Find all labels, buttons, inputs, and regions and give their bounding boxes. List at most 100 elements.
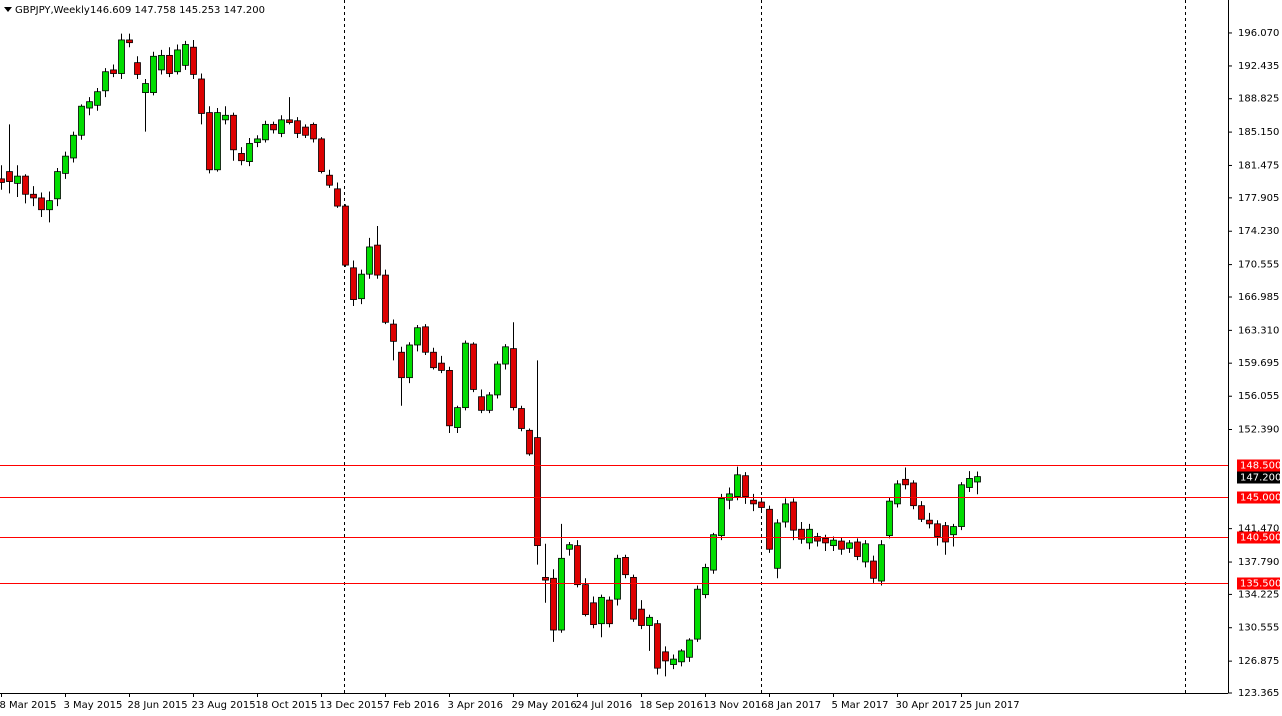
candle-body (742, 475, 749, 497)
candle-body (638, 608, 645, 626)
x-tick-label: 23 Aug 2015 (192, 700, 256, 711)
candle-body (430, 351, 437, 369)
y-tick-label: 159.695 (1238, 358, 1279, 369)
candle-body (294, 120, 301, 134)
x-tick-label: 30 Apr 2017 (896, 700, 958, 711)
y-tick-label: 134.225 (1238, 589, 1279, 600)
y-tick-label: 192.435 (1238, 61, 1279, 72)
candle-body (278, 119, 285, 134)
x-tick-label: 24 Jul 2016 (576, 700, 633, 711)
candle-body (366, 246, 373, 275)
candle-body (862, 543, 869, 563)
candle-body (22, 175, 29, 195)
y-tick-label: 166.985 (1238, 292, 1279, 303)
level-label-box (1237, 577, 1280, 590)
x-tick-label: 18 Oct 2015 (256, 700, 318, 711)
candle-body (550, 577, 557, 631)
y-tick-label: 137.790 (1238, 557, 1279, 568)
candle-body (622, 557, 629, 576)
level-label-box (1237, 459, 1280, 472)
candle-body (134, 62, 141, 75)
candle-body (670, 658, 677, 665)
candle-body (198, 78, 205, 114)
candle-body (582, 584, 589, 616)
candle-body (270, 123, 277, 131)
candle-body (238, 153, 245, 162)
level-label: 135.500 (1240, 579, 1281, 590)
candle-body (598, 596, 605, 625)
candle-body (750, 499, 757, 505)
candle-body (110, 69, 117, 74)
candle-body (246, 143, 253, 162)
candle-body (678, 650, 685, 663)
candle-body (958, 484, 965, 527)
candle-body (814, 536, 821, 542)
candle-body (766, 508, 773, 550)
candle-body (310, 123, 317, 140)
candle-body (342, 205, 349, 266)
candle-body (182, 44, 189, 66)
candle-body (630, 576, 637, 620)
candle-body (142, 83, 149, 93)
x-tick-label: 28 Jun 2015 (128, 700, 188, 711)
y-tick-label: 130.555 (1238, 623, 1279, 634)
x-tick-label: 13 Nov 2016 (704, 700, 768, 711)
y-tick-label: 170.555 (1238, 260, 1279, 271)
candle-body (0, 178, 5, 183)
candle-body (878, 544, 885, 582)
bid-label-box (1237, 471, 1280, 484)
candle-body (158, 54, 165, 71)
candle-body (54, 171, 61, 200)
candle-body (6, 171, 13, 182)
candle-body (262, 123, 269, 141)
candle-body (950, 526, 957, 536)
candle-body (86, 101, 93, 109)
y-tick-label: 177.905 (1238, 193, 1279, 204)
x-tick-label: 18 Sep 2016 (640, 700, 703, 711)
y-tick-label: 185.150 (1238, 127, 1279, 138)
candle-body (286, 119, 293, 123)
candle-body (790, 501, 797, 531)
candle-body (534, 437, 541, 547)
candle-body (46, 200, 53, 211)
candle-body (94, 91, 101, 106)
symbol-title: GBPJPY,Weekly (15, 5, 90, 16)
candle-body (822, 537, 829, 544)
candle-body (686, 639, 693, 658)
candle-body (406, 344, 413, 379)
candle-body (70, 134, 77, 159)
candle-body (718, 498, 725, 537)
candle-body (918, 505, 925, 520)
candle-body (510, 348, 517, 409)
candle-body (478, 396, 485, 411)
candle-body (350, 267, 357, 300)
candle-body (414, 327, 421, 346)
candle-body (486, 394, 493, 411)
ohlc-header: 146.609 147.758 145.253 147.200 (90, 5, 265, 16)
candle-body (710, 534, 717, 571)
y-tick-label: 152.390 (1238, 424, 1279, 435)
candle-body (174, 49, 181, 73)
candle-body (222, 114, 229, 121)
candle-body (894, 483, 901, 505)
x-tick-label: 7 Feb 2016 (384, 700, 440, 711)
candle-body (326, 174, 333, 186)
candle-body (438, 362, 445, 371)
candle-body (470, 343, 477, 390)
candle-body (798, 528, 805, 540)
candle-body (14, 175, 21, 184)
level-label: 145.000 (1240, 493, 1281, 504)
candle-body (646, 616, 653, 626)
level-label: 148.500 (1240, 461, 1281, 472)
candle-body (966, 478, 973, 488)
candle-body (662, 651, 669, 662)
candle-body (502, 346, 509, 365)
candle-body (358, 273, 365, 300)
candle-body (806, 528, 813, 544)
menu-triangle[interactable] (4, 7, 12, 12)
candle-body (702, 567, 709, 596)
candle-body (782, 503, 789, 523)
candle-body (102, 71, 109, 92)
level-label-box (1237, 531, 1280, 544)
